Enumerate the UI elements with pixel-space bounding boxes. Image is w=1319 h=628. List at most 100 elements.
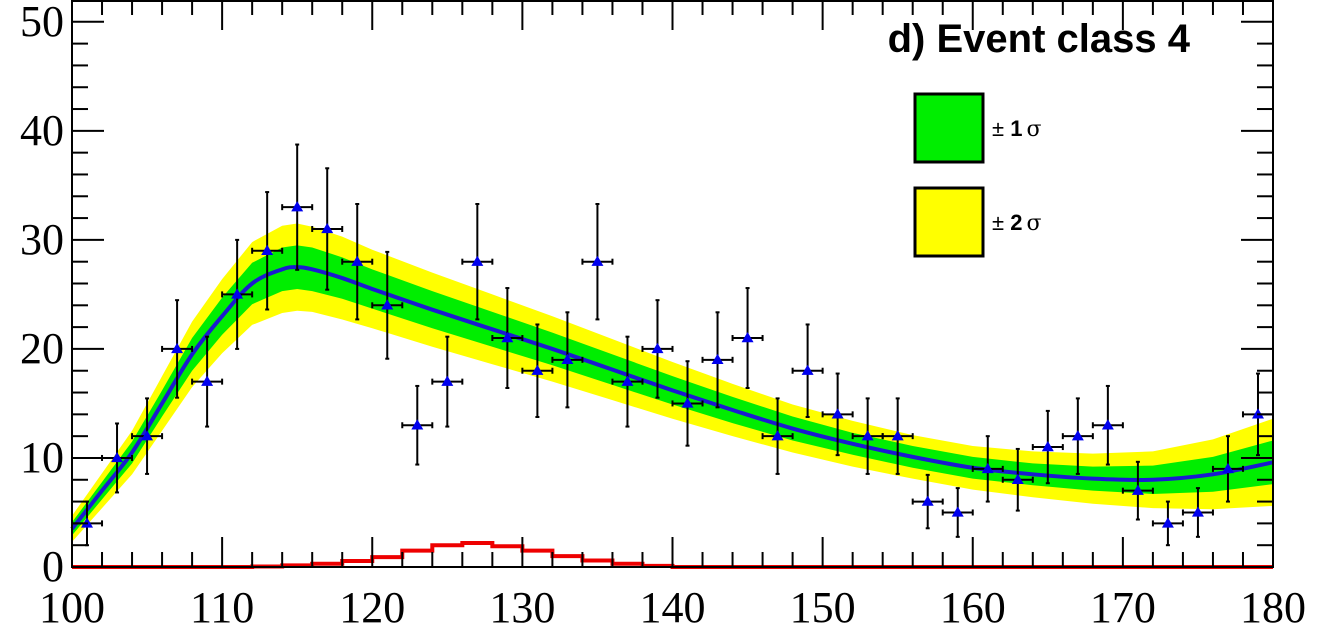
data-marker bbox=[201, 375, 214, 386]
data-marker bbox=[711, 353, 724, 365]
data-point bbox=[161, 299, 194, 399]
x-tick-label: 170 bbox=[1090, 583, 1156, 628]
data-point bbox=[251, 191, 284, 311]
data-point bbox=[551, 311, 584, 409]
data-point bbox=[671, 360, 704, 447]
data-point bbox=[881, 397, 914, 475]
data-point bbox=[341, 202, 374, 321]
x-tick-label: 110 bbox=[190, 583, 254, 628]
data-point bbox=[1091, 384, 1124, 466]
data-marker bbox=[861, 430, 874, 441]
y-tick-label: 10 bbox=[20, 433, 64, 482]
data-point bbox=[371, 250, 404, 360]
data-marker bbox=[321, 222, 334, 234]
data-point bbox=[491, 287, 524, 389]
legend-sigma: σ bbox=[1026, 211, 1041, 236]
data-point bbox=[521, 323, 554, 418]
data-marker bbox=[501, 332, 514, 343]
data-marker bbox=[951, 506, 964, 517]
data-point bbox=[431, 335, 464, 428]
data-marker bbox=[621, 375, 634, 386]
legend-swatch bbox=[913, 186, 985, 258]
data-point bbox=[1181, 487, 1214, 538]
data-marker bbox=[141, 430, 154, 441]
fit-curve-group bbox=[70, 265, 1274, 531]
data-point bbox=[581, 202, 614, 321]
data-point bbox=[611, 335, 644, 428]
data-point bbox=[461, 202, 494, 321]
data-marker bbox=[1041, 441, 1054, 452]
data-marker bbox=[261, 244, 274, 255]
legend-num: 1 bbox=[1010, 116, 1022, 141]
legend-pm: ± bbox=[992, 210, 1010, 235]
data-point bbox=[971, 435, 1004, 503]
legend-sigma: σ bbox=[1026, 117, 1041, 142]
legend-pm: ± bbox=[992, 116, 1010, 141]
data-marker bbox=[291, 201, 304, 212]
data-marker bbox=[351, 255, 364, 266]
data-point bbox=[731, 287, 764, 389]
y-tick-label: 50 bbox=[20, 0, 64, 46]
data-point bbox=[101, 422, 134, 494]
data-marker bbox=[471, 255, 484, 266]
data-marker bbox=[441, 375, 454, 386]
fit-curve bbox=[70, 265, 1274, 531]
data-marker bbox=[891, 430, 904, 441]
data-point bbox=[191, 335, 224, 428]
data-marker bbox=[1131, 484, 1144, 495]
data-marker bbox=[771, 430, 784, 441]
data-marker bbox=[801, 364, 814, 375]
data-point bbox=[1121, 460, 1154, 521]
data-marker bbox=[411, 419, 424, 430]
data-marker bbox=[1101, 419, 1114, 430]
data-marker bbox=[1011, 473, 1024, 484]
y-tick-label: 20 bbox=[20, 324, 64, 373]
data-point bbox=[281, 143, 314, 271]
data-marker bbox=[111, 451, 124, 463]
data-point bbox=[791, 323, 824, 418]
data-point bbox=[701, 311, 734, 409]
data-marker bbox=[741, 332, 754, 343]
uncertainty-bands bbox=[72, 223, 1273, 542]
axis-ticks bbox=[71, 0, 1274, 568]
x-tick-label: 150 bbox=[790, 583, 856, 628]
data-point bbox=[941, 487, 974, 538]
data-marker bbox=[831, 408, 844, 419]
data-point bbox=[1061, 397, 1094, 475]
data-point bbox=[1001, 447, 1034, 512]
data-marker bbox=[561, 353, 574, 365]
data-point bbox=[311, 167, 344, 291]
data-marker bbox=[1221, 462, 1234, 474]
y-tick-label: 30 bbox=[20, 215, 64, 264]
data-marker bbox=[1161, 517, 1174, 528]
data-point bbox=[131, 397, 164, 475]
data-marker bbox=[681, 397, 694, 408]
data-marker bbox=[651, 342, 664, 354]
x-tick-label: 100 bbox=[39, 583, 105, 628]
data-point bbox=[911, 473, 944, 530]
tick-labels: 100 110 120 130 140 150 160 170 180 0 10 20 30 40 50 bbox=[20, 0, 1306, 628]
data-marker bbox=[381, 299, 394, 310]
data-point bbox=[1151, 500, 1184, 547]
data-marker bbox=[231, 288, 244, 299]
x-tick-label: 160 bbox=[940, 583, 1006, 628]
data-marker bbox=[1071, 430, 1084, 441]
data-point bbox=[221, 238, 254, 350]
data-marker bbox=[171, 342, 184, 354]
y-tick-label: 40 bbox=[20, 106, 64, 155]
data-point bbox=[761, 397, 794, 475]
data-marker bbox=[531, 364, 544, 375]
data-point bbox=[851, 397, 884, 475]
y-tick-label: 0 bbox=[42, 542, 64, 591]
data-marker bbox=[921, 495, 934, 506]
data-marker bbox=[981, 462, 994, 474]
data-point bbox=[401, 384, 434, 466]
legend-swatch bbox=[913, 92, 985, 164]
data-marker bbox=[1191, 506, 1204, 517]
data-points bbox=[71, 143, 1274, 547]
